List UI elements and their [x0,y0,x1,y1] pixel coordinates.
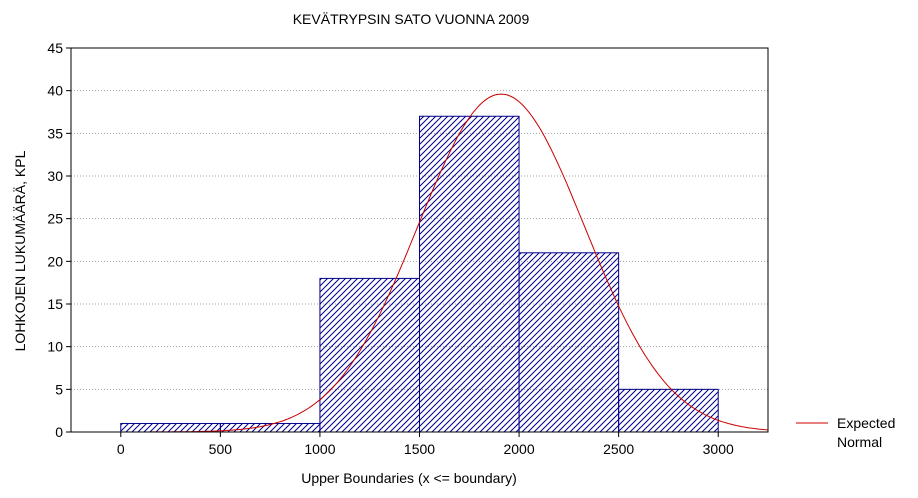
x-axis-ticks: 0 500 1000 1500 2000 2500 3000 [117,432,734,457]
y-axis-ticks: 0 5 10 15 20 25 30 35 40 45 [47,40,71,440]
x-tick-label-3000: 3000 [703,441,734,457]
x-tick-label-2500: 2500 [603,441,634,457]
y-tick-label-45: 45 [47,40,63,56]
y-tick-label-30: 30 [47,168,63,184]
x-tick-label-1500: 1500 [404,441,435,457]
x-tick-label-0: 0 [117,441,125,457]
legend: Expected Normal [796,415,895,450]
y-tick-label-5: 5 [55,381,63,397]
x-axis-label: Upper Boundaries (x <= boundary) [301,470,517,486]
y-tick-label-35: 35 [47,125,63,141]
bar-1000-1500 [319,277,420,433]
chart-title: KEVÄTRYPSIN SATO VUONNA 2009 [293,11,530,27]
bar-1500-2000 [419,115,520,433]
y-tick-label-40: 40 [47,83,63,99]
legend-label-line-2: Normal [837,434,882,450]
y-tick-label-20: 20 [47,253,63,269]
y-tick-label-25: 25 [47,211,63,227]
x-tick-label-500: 500 [209,441,233,457]
y-tick-label-15: 15 [47,296,63,312]
y-axis-label: LOHKOJEN LUKUMÄÄRÄ, KPL [12,150,28,351]
x-tick-label-2000: 2000 [503,441,534,457]
y-tick-label-0: 0 [55,424,63,440]
bar-0-500 [120,422,221,433]
x-tick-label-1000: 1000 [304,441,335,457]
bar-2000-2500 [518,252,620,433]
y-tick-label-10: 10 [47,339,63,355]
bar-2500-3000 [618,388,719,433]
histogram-bars [120,115,719,433]
legend-label-line-1: Expected [837,415,895,431]
